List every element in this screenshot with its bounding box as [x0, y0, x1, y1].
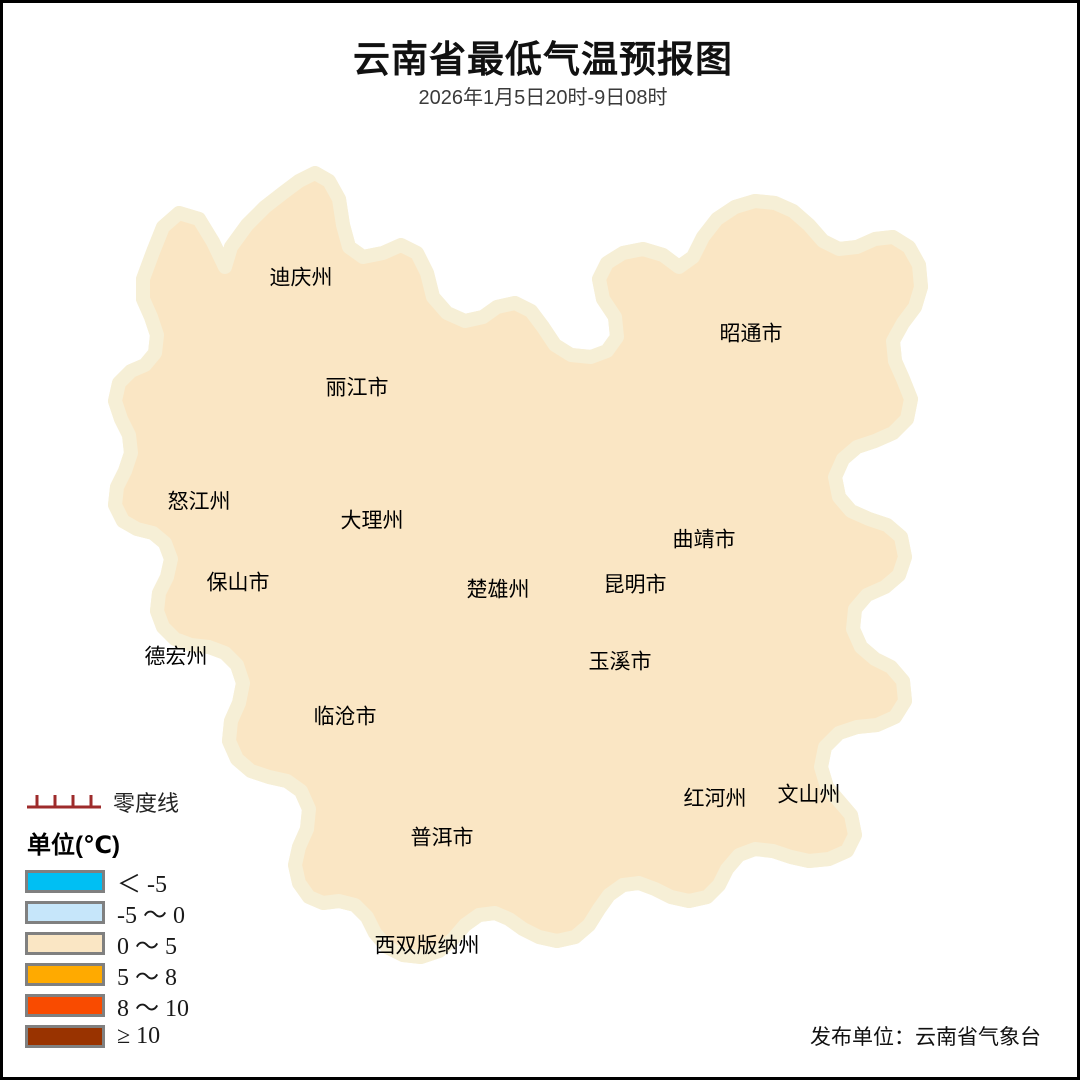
legend-swatch	[25, 1025, 105, 1048]
page-subtitle: 2026年1月5日20时-9日08时	[418, 87, 668, 109]
legend-swatch	[25, 963, 105, 986]
map-label-丽江市: 丽江市	[326, 377, 389, 400]
zero-degree-line-icon	[27, 795, 101, 809]
legend-item-label: -5 ～ 0	[117, 903, 185, 929]
map-label-曲靖市: 曲靖市	[673, 529, 736, 552]
issuer-label: 发布单位：云南省气象台	[810, 1026, 1041, 1049]
legend-item-label: 0 ～ 5	[117, 934, 177, 960]
legend-item: 5 ～ 8	[25, 959, 265, 991]
legend-rows: ＜ -5 -5 ～ 0 0 ～ 5 5 ～ 8 8 ～ 10 ≥ 10	[25, 866, 265, 1052]
legend-swatch	[25, 870, 105, 893]
map-canvas[interactable]: 迪庆州丽江市 昭通市怒江州大理州曲靖市保山市 楚雄州 昆明市德宏州 玉溪市临沧市红河州 文…	[3, 107, 1080, 1007]
legend-item-label: ≥ 10	[117, 1023, 161, 1049]
legend-item: 8 ～ 10	[25, 990, 265, 1022]
map-label-德宏州: 德宏州	[145, 646, 208, 669]
legend-item: -5 ～ 0	[25, 897, 265, 929]
map-label-迪庆州: 迪庆州	[270, 267, 333, 290]
legend-item-label: 8 ～ 10	[117, 996, 189, 1022]
legend-swatch	[25, 932, 105, 955]
map-label-保山市: 保山市	[207, 572, 270, 595]
map-label-楚雄州: 楚雄州	[467, 579, 530, 602]
page-title: 云南省最低气温预报图	[353, 39, 733, 80]
legend-unit-label: 单位(℃)	[27, 832, 121, 859]
map-label-玉溪市: 玉溪市	[589, 651, 652, 674]
map-label-普洱市: 普洱市	[411, 827, 474, 850]
map-label-怒江州: 怒江州	[168, 491, 231, 514]
legend-zero-line-row: 零度线	[25, 785, 265, 819]
map-label-大理州: 大理州	[341, 510, 404, 533]
legend-swatch	[25, 901, 105, 924]
zero-line-label: 零度线	[113, 791, 180, 816]
map-label-昆明市: 昆明市	[604, 574, 667, 597]
map-label-红河州: 红河州	[684, 788, 747, 811]
map-label-昭通市: 昭通市	[720, 323, 783, 346]
legend-item-label: 5 ～ 8	[117, 965, 177, 991]
legend: 零度线 单位(℃) ＜ -5 -5 ～ 0 0 ～ 5 5 ～ 8 8 ～ 10 ≥ 10	[25, 785, 265, 1052]
legend-item: 0 ～ 5	[25, 928, 265, 960]
map-label-临沧市: 临沧市	[314, 706, 377, 729]
legend-item: ≥ 10	[25, 1021, 265, 1052]
map-label-文山州: 文山州	[778, 784, 841, 807]
legend-item-label: ＜ -5	[117, 872, 167, 898]
legend-item: ＜ -5	[25, 866, 265, 898]
legend-swatch	[25, 994, 105, 1017]
map-label-西双版纳州: 西双版纳州	[375, 935, 480, 958]
